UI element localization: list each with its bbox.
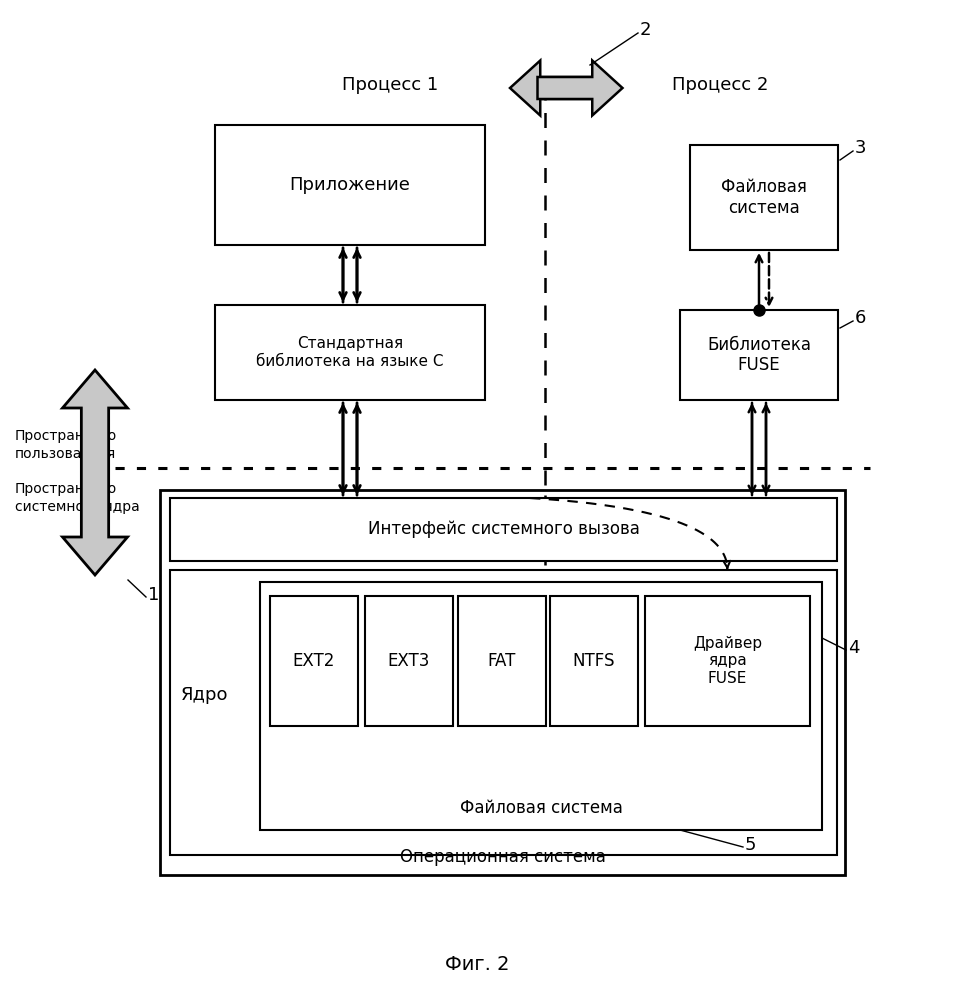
Polygon shape bbox=[63, 370, 128, 575]
Bar bbox=[365, 596, 453, 726]
Text: Фиг. 2: Фиг. 2 bbox=[444, 956, 509, 974]
Text: 3: 3 bbox=[854, 139, 865, 157]
Polygon shape bbox=[510, 60, 599, 115]
Text: Процесс 1: Процесс 1 bbox=[341, 76, 437, 94]
Bar bbox=[214, 125, 484, 245]
Bar bbox=[457, 596, 545, 726]
Text: 5: 5 bbox=[744, 836, 756, 854]
Bar bbox=[170, 570, 836, 855]
Bar bbox=[270, 596, 357, 726]
Bar bbox=[689, 145, 837, 250]
Text: NTFS: NTFS bbox=[572, 652, 615, 670]
Text: Интерфейс системного вызова: Интерфейс системного вызова bbox=[367, 520, 639, 538]
Text: EXT2: EXT2 bbox=[293, 652, 335, 670]
Bar bbox=[260, 582, 821, 830]
Text: Файловая система: Файловая система bbox=[459, 799, 621, 817]
Bar bbox=[170, 498, 836, 561]
Text: Пространство
системного ядра: Пространство системного ядра bbox=[15, 482, 139, 514]
Polygon shape bbox=[537, 60, 622, 115]
Text: Операционная система: Операционная система bbox=[399, 848, 605, 866]
Text: Пространство
пользователя: Пространство пользователя bbox=[15, 429, 117, 461]
Text: Процесс 2: Процесс 2 bbox=[671, 76, 767, 94]
Text: 6: 6 bbox=[854, 309, 865, 327]
Bar bbox=[550, 596, 638, 726]
Text: Ядро: Ядро bbox=[181, 686, 229, 704]
Text: Стандартная
библиотека на языке C: Стандартная библиотека на языке C bbox=[256, 336, 443, 369]
Text: Драйвер
ядра
FUSE: Драйвер ядра FUSE bbox=[692, 636, 761, 686]
Text: 4: 4 bbox=[847, 639, 859, 657]
Text: Приложение: Приложение bbox=[290, 176, 410, 194]
Text: EXT3: EXT3 bbox=[388, 652, 430, 670]
Text: 2: 2 bbox=[639, 21, 651, 39]
Bar bbox=[160, 490, 844, 875]
Bar bbox=[679, 310, 837, 400]
Text: FAT: FAT bbox=[487, 652, 516, 670]
Bar bbox=[214, 305, 484, 400]
Text: 1: 1 bbox=[148, 586, 159, 604]
Text: Файловая
система: Файловая система bbox=[720, 178, 806, 217]
Bar bbox=[644, 596, 809, 726]
Text: Библиотека
FUSE: Библиотека FUSE bbox=[706, 336, 810, 374]
